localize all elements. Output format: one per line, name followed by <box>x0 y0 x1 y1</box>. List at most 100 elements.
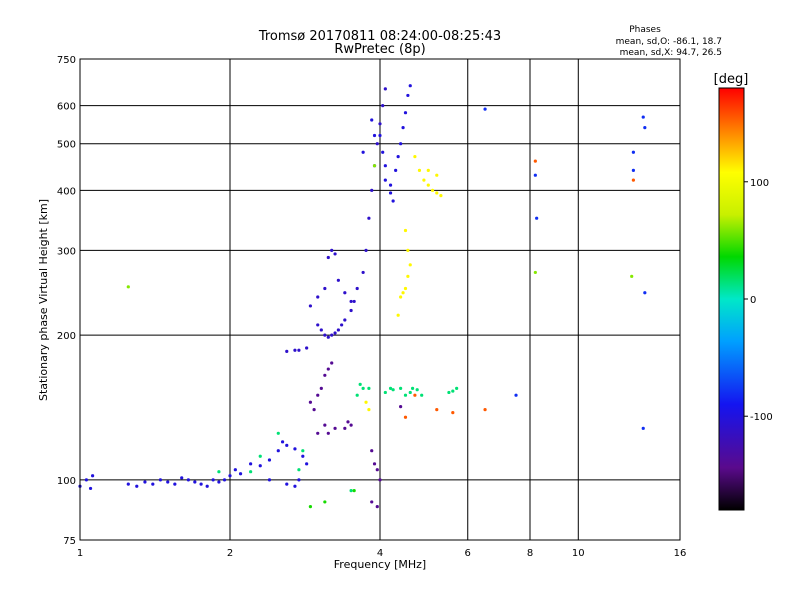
data-point <box>396 155 400 159</box>
colorbar-tick-label: 0 <box>750 295 756 306</box>
data-points <box>78 84 647 509</box>
data-point <box>293 348 297 352</box>
data-point <box>343 291 347 295</box>
data-point <box>372 462 377 466</box>
data-point <box>333 252 337 256</box>
data-point <box>383 178 387 182</box>
data-point <box>361 270 365 275</box>
data-point <box>349 489 353 493</box>
colorbar <box>718 87 745 511</box>
data-point <box>193 480 197 484</box>
data-point <box>316 393 320 397</box>
data-point <box>420 393 424 397</box>
data-point <box>415 388 419 392</box>
data-point <box>349 423 353 427</box>
data-point <box>319 328 323 332</box>
colorbar-tick-label: 100 <box>750 178 769 189</box>
data-point <box>228 474 232 478</box>
data-point <box>336 328 340 332</box>
data-point <box>336 278 340 282</box>
data-point <box>330 333 334 337</box>
data-point <box>84 478 88 482</box>
data-point <box>370 188 374 192</box>
data-point <box>643 126 647 130</box>
phases-x-line: mean, sd,X: 94.7, 26.5 <box>620 48 722 58</box>
x-tick-label: 4 <box>377 548 383 559</box>
data-point <box>426 183 430 187</box>
data-point <box>408 84 412 88</box>
data-point <box>391 388 395 392</box>
data-point <box>406 248 410 253</box>
data-point <box>533 173 537 177</box>
data-point <box>391 199 395 203</box>
data-point <box>326 255 330 260</box>
data-point <box>258 454 262 458</box>
data-point <box>326 335 330 339</box>
data-point <box>483 408 487 412</box>
data-point <box>370 449 374 453</box>
data-point <box>91 474 95 478</box>
data-point <box>126 285 130 289</box>
data-point <box>396 313 400 317</box>
data-point <box>361 386 365 390</box>
data-point <box>388 191 393 195</box>
data-point <box>367 386 371 390</box>
data-point <box>316 295 320 299</box>
data-point <box>285 482 289 486</box>
data-point <box>631 150 635 154</box>
data-point <box>297 468 301 472</box>
data-point <box>535 216 539 220</box>
data-point <box>358 382 362 386</box>
data-point <box>410 386 415 390</box>
chart-title: Tromsø 20170811 08:24:00-08:25:43 <box>258 29 501 44</box>
data-point <box>403 111 408 115</box>
y-axis-ticks: 75 100 200 300 400 500 600 750 <box>57 55 76 547</box>
data-point <box>301 449 305 453</box>
y-tick-label: 400 <box>57 186 76 197</box>
phases-o-line: mean, sd,O: -86.1, 18.7 <box>616 37 722 47</box>
data-point <box>276 431 280 435</box>
data-point <box>435 408 439 412</box>
data-point <box>533 270 537 275</box>
data-point <box>451 389 455 393</box>
data-point <box>323 423 327 427</box>
data-point <box>285 443 289 447</box>
data-point <box>370 118 374 122</box>
data-point <box>447 390 451 395</box>
phases-title: Phases <box>629 25 661 35</box>
data-point <box>151 482 155 486</box>
data-point <box>305 346 309 350</box>
y-axis-label: Stationary phase Virtual Height [km] <box>37 199 50 401</box>
data-point <box>401 126 405 130</box>
x-tick-label: 2 <box>227 548 233 559</box>
data-point <box>630 274 634 278</box>
data-point <box>364 248 368 253</box>
data-point <box>258 464 262 468</box>
data-point <box>180 476 184 480</box>
data-point <box>381 104 385 108</box>
data-point <box>199 482 203 486</box>
data-point <box>413 393 417 397</box>
data-point <box>439 194 443 198</box>
data-point <box>383 390 387 395</box>
plot-frame <box>79 58 681 541</box>
data-point <box>370 500 374 504</box>
data-point <box>381 150 385 154</box>
data-point <box>406 274 410 278</box>
data-point <box>352 489 356 493</box>
data-point <box>285 349 289 353</box>
data-point <box>330 361 334 365</box>
data-point <box>166 480 170 484</box>
data-point <box>372 164 377 168</box>
data-point <box>326 431 330 435</box>
data-point <box>326 367 330 371</box>
data-point <box>406 93 410 98</box>
data-point <box>293 484 297 488</box>
data-point <box>308 304 313 308</box>
x-axis-ticks: 1 2 4 6 8 10 16 <box>77 548 687 559</box>
data-point <box>631 168 635 173</box>
x-tick-label: 16 <box>674 548 687 559</box>
data-point <box>399 295 403 299</box>
data-point <box>343 426 347 430</box>
